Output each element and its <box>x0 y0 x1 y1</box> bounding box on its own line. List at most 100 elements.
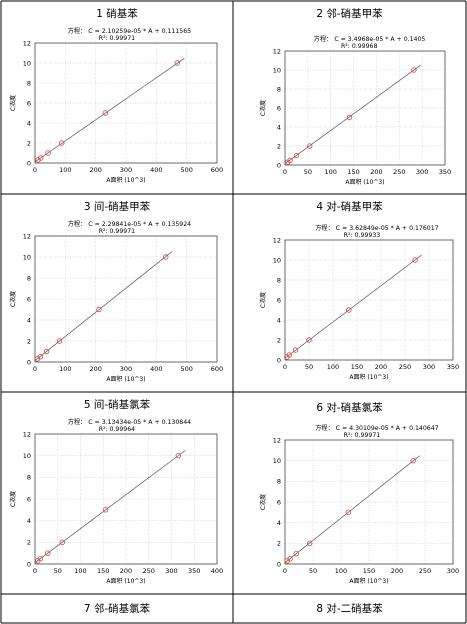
data-point <box>292 347 299 353</box>
data-point <box>38 155 44 161</box>
data-point <box>293 152 300 159</box>
x-tick-label: 50 <box>305 363 313 371</box>
x-axis-label: A面积 (10^3) <box>349 373 388 381</box>
y-tick-label: 4 <box>277 123 281 131</box>
x-tick-label: 100 <box>325 168 337 176</box>
fit-line <box>284 455 420 563</box>
y-tick-label: 10 <box>273 66 281 74</box>
x-tick-label: 600 <box>211 365 223 373</box>
plot-frame <box>34 235 218 363</box>
y-tick-label: 0 <box>27 560 31 568</box>
data-point <box>287 157 293 163</box>
r-squared-label: R²: 0.99971 <box>99 35 135 42</box>
x-tick-label: 50 <box>54 567 62 575</box>
x-tick-label: 250 <box>419 567 431 575</box>
y-tick-label: 10 <box>273 256 281 264</box>
y-tick-label: 8 <box>277 276 281 284</box>
x-tick-label: 200 <box>89 365 101 373</box>
y-tick-label: 12 <box>273 436 281 444</box>
data-point <box>163 254 169 260</box>
x-tick-label: 200 <box>375 363 387 371</box>
x-tick-label: 400 <box>150 166 162 174</box>
x-tick-label: 250 <box>393 168 405 176</box>
chart-title: 2 邻-硝基甲苯 <box>316 8 383 20</box>
y-tick-label: 8 <box>277 85 281 93</box>
chart-title: 5 间-硝基氯苯 <box>83 399 151 411</box>
y-axis-label: C浓度 <box>259 100 267 116</box>
chart-cell-6: 6 对-硝基氯苯 方程： C = 4.30109e-05 * A + 0.140… <box>233 392 466 594</box>
x-axis-label: A面积 (10^3) <box>106 375 145 383</box>
chart-cell-8: 8 对-二硝基苯 <box>233 594 466 623</box>
y-axis-label: C浓度 <box>9 291 17 307</box>
y-tick-label: 4 <box>27 316 31 324</box>
r-squared-label: R²: 0.99968 <box>341 43 377 50</box>
x-tick-label: 0 <box>33 567 37 575</box>
x-tick-label: 300 <box>447 567 459 575</box>
x-tick-label: 300 <box>120 166 132 174</box>
y-tick-label: 0 <box>277 560 281 568</box>
x-axis-label: A面积 (10^3) <box>106 577 145 585</box>
x-tick-label: 350 <box>188 567 200 575</box>
fit-line <box>34 251 173 361</box>
x-tick-label: 350 <box>447 363 459 371</box>
data-point <box>286 352 293 358</box>
equation-label: 方程： C = 4.30109e-05 * A + 0.140647 <box>315 424 438 432</box>
y-tick-label: 8 <box>277 478 281 486</box>
y-axis-label: C浓度 <box>259 494 267 510</box>
x-tick-label: 500 <box>180 166 192 174</box>
data-point <box>346 114 353 121</box>
x-tick-label: 150 <box>347 168 359 176</box>
y-tick-label: 2 <box>277 336 281 344</box>
equation-label: 方程： C = 2.10259e-05 * A + 0.111565 <box>68 27 191 35</box>
y-tick-label: 4 <box>27 517 31 525</box>
plot-frame <box>34 433 218 565</box>
plot-frame <box>284 439 454 565</box>
x-tick-label: 0 <box>33 365 37 373</box>
y-tick-label: 8 <box>27 274 31 282</box>
y-axis-label: C浓度 <box>9 491 17 507</box>
data-point <box>174 60 180 66</box>
x-tick-label: 300 <box>120 365 132 373</box>
x-tick-label: 200 <box>89 166 101 174</box>
data-point <box>58 140 65 146</box>
x-tick-label: 100 <box>327 363 339 371</box>
x-tick-label: 100 <box>59 166 71 174</box>
y-tick-label: 6 <box>277 498 281 506</box>
fit-line <box>284 65 421 164</box>
data-point <box>410 457 416 464</box>
y-axis-label: C浓度 <box>259 292 267 308</box>
x-tick-label: 50 <box>304 168 312 176</box>
y-tick-label: 12 <box>273 236 281 244</box>
r-squared-label: R²: 0.99964 <box>99 426 135 433</box>
y-tick-label: 0 <box>277 161 281 169</box>
chart-cell-3: 3 间-硝基甲苯 方程： C = 2.29841e-05 * A + 0.135… <box>1 194 233 392</box>
y-tick-label: 0 <box>27 159 31 167</box>
data-point <box>59 539 65 546</box>
y-tick-label: 4 <box>27 119 31 127</box>
x-tick-label: 350 <box>439 168 451 176</box>
r-squared-label: R²: 0.99971 <box>344 432 380 439</box>
y-tick-label: 8 <box>27 474 31 482</box>
chart-cell-1: 1 硝基苯 方程： C = 2.10259e-05 * A + 0.111565… <box>1 1 233 194</box>
data-point <box>96 306 102 313</box>
data-point <box>293 550 299 557</box>
chart-title: 1 硝基苯 <box>96 8 138 20</box>
x-tick-label: 500 <box>180 365 192 373</box>
y-tick-label: 12 <box>23 232 31 240</box>
y-tick-label: 2 <box>27 337 31 345</box>
x-tick-label: 300 <box>165 567 177 575</box>
chart-cell-2: 2 邻-硝基甲苯 方程： C = 3.4968e-05 * A + 0.1405… <box>233 1 466 194</box>
x-tick-label: 400 <box>150 365 162 373</box>
equation-label: 方程： C = 2.29841e-05 * A + 0.135924 <box>68 220 191 228</box>
y-tick-label: 12 <box>23 430 31 438</box>
x-tick-label: 200 <box>120 567 132 575</box>
x-tick-label: 50 <box>309 567 317 575</box>
plot-frame <box>284 239 454 361</box>
x-tick-label: 150 <box>363 567 375 575</box>
y-tick-label: 6 <box>277 104 281 112</box>
y-tick-label: 0 <box>27 358 31 366</box>
